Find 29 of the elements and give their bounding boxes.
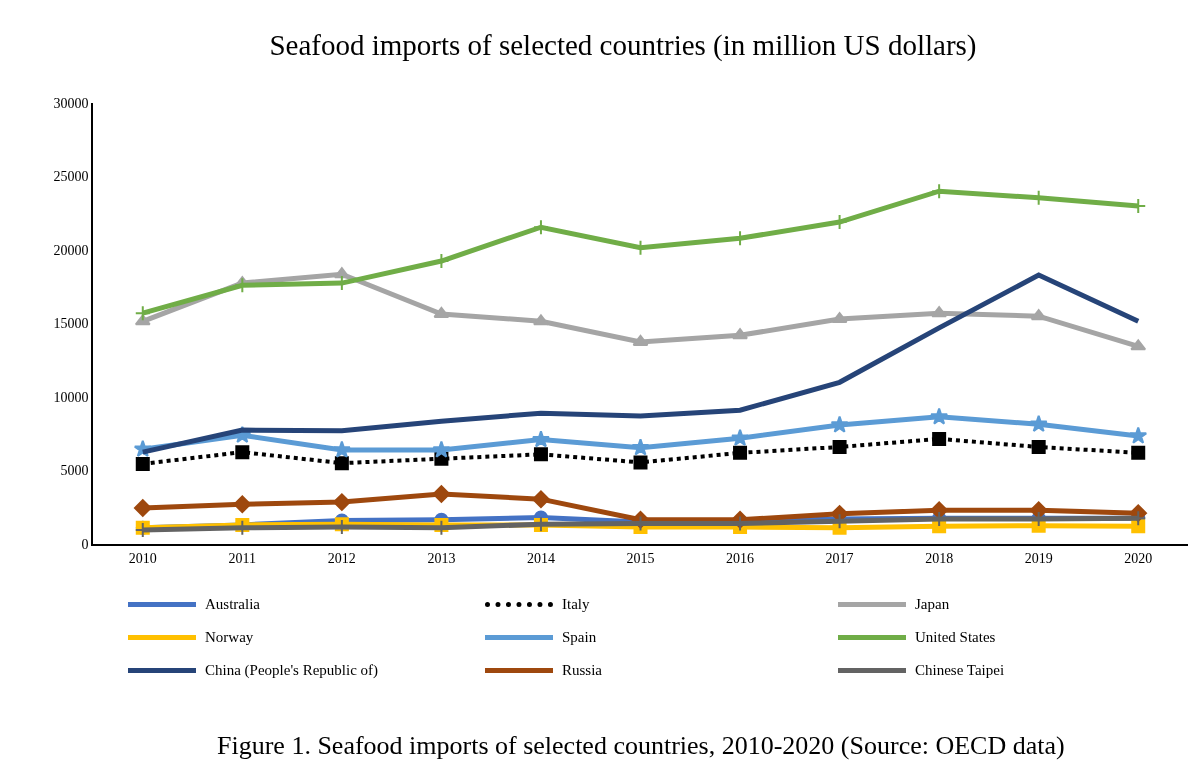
x-tick-label: 2018 xyxy=(925,550,954,566)
x-tick-label: 2011 xyxy=(228,550,257,566)
x-tick-label: 2010 xyxy=(128,550,157,566)
legend-label: China (People's Republic of) xyxy=(205,662,379,679)
x-tick-label: 2017 xyxy=(825,550,854,566)
x-tick-label: 2014 xyxy=(526,550,555,566)
legend-label: Russia xyxy=(562,662,603,679)
y-tick-label: 25000 xyxy=(53,169,89,185)
x-tick-label: 2019 xyxy=(1024,550,1053,566)
y-tick-label: 5000 xyxy=(60,463,89,479)
legend-label: United States xyxy=(915,629,996,646)
y-tick-label: 30000 xyxy=(53,95,89,111)
x-tick-label: 2015 xyxy=(626,550,655,566)
legend-label: Australia xyxy=(205,596,260,613)
y-tick-label: 20000 xyxy=(53,242,89,258)
x-tick-label: 2012 xyxy=(327,550,356,566)
x-tick-label: 2020 xyxy=(1124,550,1153,566)
legend-label: Norway xyxy=(205,629,254,646)
chart-title: Seafood imports of selected countries (in million US dollars) xyxy=(269,28,977,62)
x-tick-label: 2016 xyxy=(726,550,755,566)
legend-label: Spain xyxy=(562,629,597,646)
y-tick-label: 15000 xyxy=(53,316,89,332)
legend-label: Japan xyxy=(915,596,950,613)
y-tick-label: 10000 xyxy=(53,389,89,405)
x-tick-label: 2013 xyxy=(427,550,456,566)
caption: Figure 1. Seafood imports of selected countries, 2010-2020 (Source: OECD data) xyxy=(217,731,1065,760)
y-tick-label: 0 xyxy=(81,536,89,552)
legend-label: Chinese Taipei xyxy=(915,662,1005,679)
legend-label: Italy xyxy=(562,596,590,613)
